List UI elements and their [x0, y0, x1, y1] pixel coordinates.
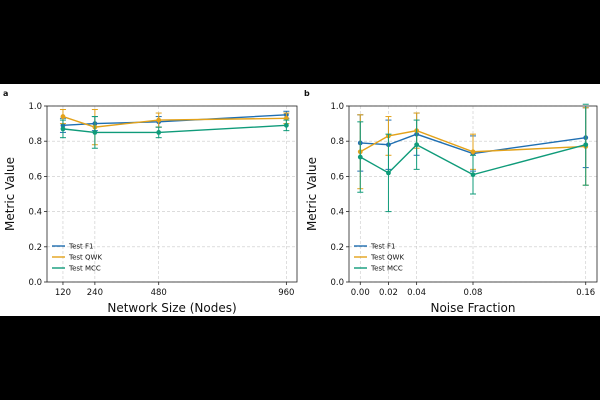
panel-a-y-tick-label: 0.4	[28, 208, 42, 218]
panel-a-series-line	[62, 124, 287, 134]
panel-b-x-tick-label: 0.00	[351, 288, 370, 298]
panel-a-y-tick-label: 0.8	[28, 137, 42, 147]
panel-a-y-tick-label: 0.2	[28, 243, 42, 253]
panel-b-legend-label: Test QWK	[370, 254, 404, 262]
panel-a-legend-label: Test F1	[68, 243, 94, 251]
panel-a-x-tick-label: 240	[87, 288, 103, 298]
panel-b-y-tick-label: 0.4	[330, 208, 344, 218]
panel-a-data-point	[60, 126, 66, 132]
panel-a-legend: Test F1 Test QWK Test MCC	[52, 243, 102, 273]
panel-a-data-point	[156, 117, 162, 123]
panel-a-y-tick-label: 0.0	[28, 278, 42, 288]
panel-a-letter: a	[3, 89, 8, 98]
panel-b-y-axis-label: Metric Value	[305, 157, 319, 231]
panel-b-data-point	[386, 170, 391, 176]
panel-a-x-tick-label: 120	[55, 288, 71, 298]
panel-a-data-point	[92, 130, 98, 135]
panel-a-series-line	[62, 114, 287, 127]
panel-a-legend-label: Test QWK	[68, 254, 102, 262]
panel-b-x-tick-label: 0.04	[407, 288, 426, 298]
panel-b-data-point	[357, 154, 363, 160]
panel-b-legend-label: Test MCC	[370, 265, 403, 273]
panel-a-legend-label: Test MCC	[68, 265, 101, 273]
panel-b-legend: Test F1 Test QWK Test MCC	[354, 243, 404, 273]
panel-b-data-point	[583, 142, 589, 148]
panel-b-x-tick-label: 0.08	[464, 288, 483, 298]
panel-a-data-point	[283, 122, 289, 128]
panel-a-chart: 0.0 0.2 0.4 0.6 0.8 1.0 120 240 480 960 Network Si…	[3, 102, 298, 315]
panel-a-y-axis-label: Metric Value	[3, 157, 17, 231]
panel-b-x-tick-label: 0.16	[576, 288, 595, 298]
panel-b-y-tick-label: 0.2	[330, 243, 344, 253]
figure-background	[0, 84, 600, 316]
panel-b-y-tick-label: 0.0	[330, 278, 344, 288]
panel-a-x-tick-label: 480	[151, 288, 167, 298]
panel-b-y-tick-label: 0.6	[330, 172, 344, 182]
panel-b-x-tick-label: 0.02	[379, 288, 398, 298]
panel-b-y-tick-label: 0.8	[330, 137, 344, 147]
panel-a-data-point	[60, 114, 66, 119]
panel-b-data-point	[414, 142, 420, 148]
panel-a-x-tick-label: 960	[278, 288, 294, 298]
panel-a-series-line	[62, 115, 287, 128]
panel-a-x-axis-label: Network Size (Nodes)	[107, 301, 236, 315]
panel-b-x-axis-label: Noise Fraction	[430, 301, 515, 315]
panel-b-legend-label: Test F1	[370, 243, 396, 251]
panel-a-series-3	[59, 116, 290, 149]
panel-a-y-tick-label: 1.0	[28, 102, 42, 112]
panel-b-data-point	[470, 149, 476, 155]
panel-b-letter: b	[304, 89, 310, 98]
panel-b-series-3	[357, 103, 589, 213]
panel-b-data-point	[470, 172, 476, 178]
panel-b-chart: 0.0 0.2 0.4 0.6 0.8 1.0 0.00 0.02 0.04 0.08 0.16 No…	[305, 102, 598, 315]
panel-a-data-point	[156, 130, 162, 135]
panel-a-data-point	[283, 115, 289, 121]
panel-b-y-tick-label: 1.0	[330, 102, 344, 112]
panel-a-y-tick-label: 0.6	[28, 172, 42, 182]
panel-a-plot-frame	[46, 105, 298, 283]
